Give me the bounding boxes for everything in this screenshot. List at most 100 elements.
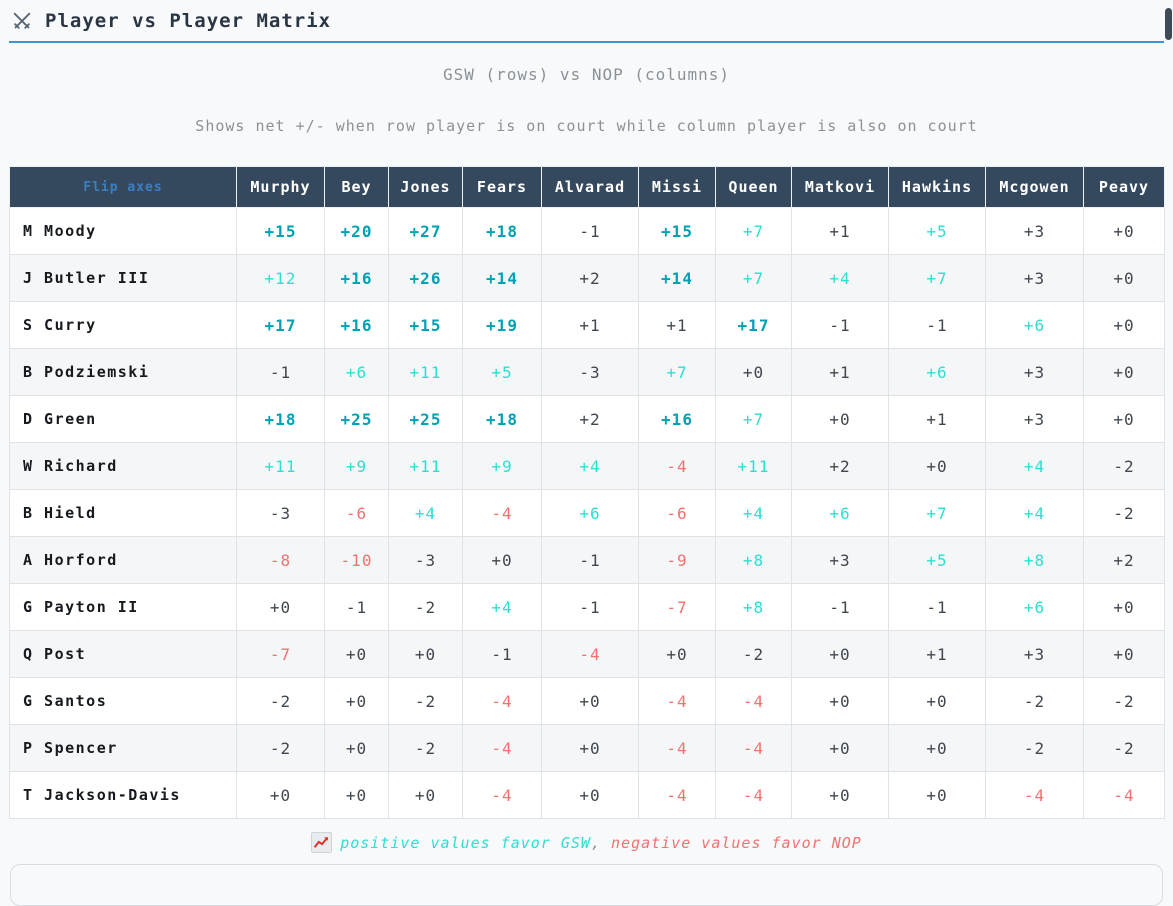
chart-increasing-icon <box>311 832 333 853</box>
matrix-cell: +0 <box>1083 630 1165 678</box>
matrix-cell: -2 <box>1083 677 1165 725</box>
matrix-cell: +7 <box>715 207 792 255</box>
matrix-cell: +7 <box>715 254 792 302</box>
matrix-cell: +18 <box>236 395 325 443</box>
column-header-queen: Queen <box>715 166 792 208</box>
matrix-cell: +4 <box>388 489 463 537</box>
matrix-row: B Podziemski -1 +6 +11 +5 -3 +7 +0 +1 +6 +3 +0 <box>9 348 1165 396</box>
matrix-cell: +0 <box>324 677 389 725</box>
matrix-cell: +11 <box>388 442 463 490</box>
matrix-cell: +0 <box>388 630 463 678</box>
matrix-cell: +11 <box>388 348 463 396</box>
matrix-cell: +1 <box>791 348 889 396</box>
matrix-cell: +1 <box>791 207 889 255</box>
matrix-cell: +5 <box>888 536 986 584</box>
matrix-cell: +0 <box>236 583 325 631</box>
matrix-cell: +18 <box>462 395 542 443</box>
row-player-label: G Santos <box>9 677 237 725</box>
column-header-hawkins: Hawkins <box>888 166 986 208</box>
matrix-cell: +0 <box>1083 395 1165 443</box>
matchup-subtitle: GSW (rows) vs NOP (columns) <box>442 65 731 84</box>
matrix-cell: +16 <box>638 395 716 443</box>
matrix-cell: -4 <box>1083 771 1165 819</box>
matrix-cell: +4 <box>541 442 639 490</box>
matrix-cell: +0 <box>324 771 389 819</box>
column-header-alvarad: Alvarad <box>541 166 639 208</box>
matrix-cell: +12 <box>236 254 325 302</box>
matrix-cell: -4 <box>715 724 792 772</box>
row-player-label: J Butler III <box>9 254 237 302</box>
legend: positive values favor GSW, negative valu… <box>0 832 1173 853</box>
description-subtitle: Shows net +/- when row player is on cour… <box>195 117 978 135</box>
matrix-cell: +26 <box>388 254 463 302</box>
matrix-row: P Spencer -2 +0 -2 -4 +0 -4 -4 +0 +0 -2 -2 <box>9 724 1165 772</box>
row-player-label: Q Post <box>9 630 237 678</box>
matrix-cell: -1 <box>791 583 889 631</box>
matrix-cell: -4 <box>715 771 792 819</box>
matrix-cell: +0 <box>791 724 889 772</box>
row-player-label: W Richard <box>9 442 237 490</box>
matrix-cell: +0 <box>638 630 716 678</box>
matrix-cell: -2 <box>388 724 463 772</box>
scrollbar-thumb[interactable] <box>1165 8 1172 40</box>
matrix-cell: +0 <box>791 630 889 678</box>
matrix-cell: +0 <box>462 536 542 584</box>
matrix-cell: -1 <box>236 348 325 396</box>
next-section-panel <box>10 864 1163 906</box>
matrix-cell: -4 <box>638 771 716 819</box>
matrix-cell: +4 <box>791 254 889 302</box>
matrix-cell: -2 <box>1083 489 1165 537</box>
matrix-cell: +4 <box>715 489 792 537</box>
matrix-cell: +7 <box>888 254 986 302</box>
matrix-cell: +0 <box>541 724 639 772</box>
matrix-cell: +17 <box>236 301 325 349</box>
matrix-cell: -2 <box>985 677 1084 725</box>
matrix-cell: +0 <box>791 677 889 725</box>
matrix-cell: +20 <box>324 207 389 255</box>
column-header-matkovi: Matkovi <box>791 166 889 208</box>
matrix-cell: +7 <box>638 348 716 396</box>
matrix-cell: +11 <box>715 442 792 490</box>
matrix-cell: +7 <box>888 489 986 537</box>
matrix-cell: +3 <box>985 254 1084 302</box>
matrix-cell: -4 <box>462 677 542 725</box>
page-title: Player vs Player Matrix <box>45 10 332 32</box>
column-header-jones: Jones <box>388 166 463 208</box>
matrix-cell: -7 <box>638 583 716 631</box>
matrix-cell: +0 <box>715 348 792 396</box>
matrix-cell: +7 <box>715 395 792 443</box>
matrix-cell: -3 <box>236 489 325 537</box>
matrix-cell: -4 <box>462 771 542 819</box>
matrix-cell: -3 <box>388 536 463 584</box>
matrix-cell: +0 <box>388 771 463 819</box>
matrix-cell: +2 <box>541 254 639 302</box>
matrix-cell: -10 <box>324 536 389 584</box>
matrix-cell: +16 <box>324 301 389 349</box>
flip-axes-button[interactable]: Flip axes <box>9 166 237 208</box>
legend-separator: , <box>590 833 601 852</box>
matrix-cell: +0 <box>541 771 639 819</box>
matrix-cell: +15 <box>236 207 325 255</box>
matrix-cell: +14 <box>638 254 716 302</box>
matrix-cell: +6 <box>985 583 1084 631</box>
legend-positive-text: positive values favor GSW <box>340 833 591 852</box>
matrix-cell: +0 <box>324 630 389 678</box>
matrix-cell: -1 <box>888 583 986 631</box>
matrix-cell: +6 <box>791 489 889 537</box>
matrix-cell: -1 <box>791 301 889 349</box>
matrix-cell: +11 <box>236 442 325 490</box>
row-player-label: S Curry <box>9 301 237 349</box>
matrix-cell: -4 <box>985 771 1084 819</box>
matrix-cell: +25 <box>388 395 463 443</box>
matrix-cell: +1 <box>638 301 716 349</box>
player-matrix-table: Flip axes Murphy Bey Jones Fears Alvarad Missi… <box>9 166 1165 819</box>
matrix-cell: +6 <box>985 301 1084 349</box>
matrix-cell: -4 <box>462 489 542 537</box>
matrix-cell: +18 <box>462 207 542 255</box>
matrix-cell: +15 <box>388 301 463 349</box>
matrix-cell: -1 <box>541 583 639 631</box>
matrix-row: J Butler III +12 +16 +26 +14 +2 +14 +7 +4 +7 +3 +0 <box>9 254 1165 302</box>
matrix-cell: +16 <box>324 254 389 302</box>
column-header-murphy: Murphy <box>236 166 325 208</box>
matrix-cell: -3 <box>541 348 639 396</box>
